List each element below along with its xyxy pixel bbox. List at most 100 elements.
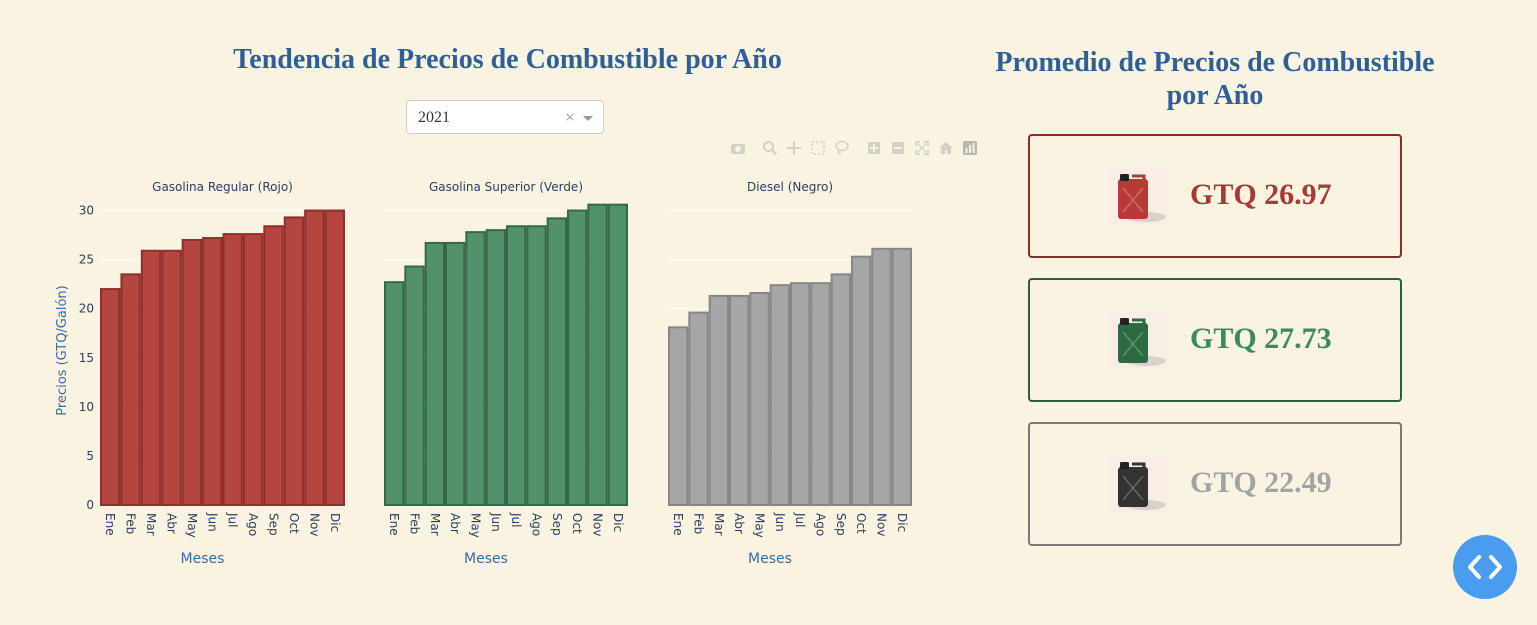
bar[interactable] <box>871 247 892 507</box>
average-price-value: GTQ 22.49 <box>1190 466 1332 499</box>
home-icon[interactable] <box>934 138 958 158</box>
x-tick-label: Oct <box>287 513 301 534</box>
bar[interactable] <box>607 203 629 506</box>
x-tick-label: Jul <box>226 512 240 527</box>
bar[interactable] <box>830 273 852 507</box>
bar[interactable] <box>283 216 305 506</box>
x-tick-label: Jun <box>489 512 503 532</box>
box-select-icon[interactable] <box>806 138 830 158</box>
jerrycan-icon <box>1108 166 1168 226</box>
bar[interactable] <box>304 209 325 507</box>
x-tick-label: Jul <box>793 512 807 527</box>
x-axis-title: Meses <box>464 551 508 567</box>
bar[interactable] <box>384 281 405 506</box>
average-price-value: GTQ 27.73 <box>1190 322 1332 355</box>
bar[interactable] <box>769 284 791 506</box>
code-icon <box>1468 555 1502 579</box>
jerrycan-icon <box>1108 454 1168 514</box>
bar[interactable] <box>810 282 831 506</box>
lasso-icon[interactable] <box>830 138 854 158</box>
x-tick-label: Sep <box>550 513 564 536</box>
bar[interactable] <box>546 217 568 506</box>
zoom-in-icon[interactable] <box>862 138 886 158</box>
bar[interactable] <box>708 294 730 506</box>
year-dropdown-value: 2021 <box>418 109 450 126</box>
plotly-logo-icon[interactable] <box>958 138 982 158</box>
bar[interactable] <box>506 225 527 506</box>
y-tick-label: 30 <box>79 204 94 218</box>
y-tick-label: 25 <box>79 253 94 267</box>
chevron-down-icon[interactable] <box>583 116 593 121</box>
x-tick-label: Ene <box>671 513 685 536</box>
code-toggle-button[interactable] <box>1453 535 1517 599</box>
bar[interactable] <box>790 282 811 506</box>
x-tick-label: May <box>753 513 767 538</box>
x-tick-label: Ene <box>103 513 117 536</box>
zoom-icon[interactable] <box>758 138 782 158</box>
x-tick-label: Mar <box>712 513 726 536</box>
bar[interactable] <box>202 237 223 506</box>
bar[interactable] <box>567 209 588 507</box>
bar[interactable] <box>729 294 750 506</box>
x-tick-label: Ago <box>246 513 260 536</box>
bar[interactable] <box>222 233 243 506</box>
bar[interactable] <box>181 238 203 506</box>
clear-icon[interactable]: × <box>564 107 575 127</box>
year-dropdown[interactable]: 2021 × <box>406 100 604 134</box>
bar[interactable] <box>140 249 162 506</box>
panel-title: Gasolina Superior (Verde) <box>429 180 583 194</box>
camera-icon[interactable] <box>726 138 750 158</box>
bar[interactable] <box>526 225 547 506</box>
x-tick-label: Nov <box>591 513 605 536</box>
x-tick-label: Mar <box>144 513 158 536</box>
x-tick-label: Ene <box>387 513 401 536</box>
bar[interactable] <box>404 265 425 506</box>
x-tick-label: Oct <box>570 513 584 534</box>
zoom-out-icon[interactable] <box>886 138 910 158</box>
bar[interactable] <box>465 231 486 507</box>
x-tick-label: Feb <box>408 513 422 534</box>
y-tick-label: 20 <box>79 302 94 316</box>
x-tick-label: Mar <box>428 513 442 536</box>
x-axis-title: Meses <box>181 551 225 567</box>
x-tick-label: Dic <box>611 513 625 532</box>
average-price-value: GTQ 26.97 <box>1190 178 1332 211</box>
y-axis-title: Precios (GTQ/Galón) <box>55 285 70 415</box>
bar[interactable] <box>688 311 709 507</box>
x-tick-label: Nov <box>875 513 889 536</box>
x-tick-label: Feb <box>692 513 706 534</box>
chart-title: Tendencia de Precios de Combustible por … <box>233 44 782 75</box>
fuel-price-chart: 0 5 10 15 20 25 30 Precios (GTQ/Galón) Gasolina … <box>55 180 913 567</box>
x-tick-label: Abr <box>448 513 462 534</box>
x-tick-label: Abr <box>732 513 746 534</box>
pan-icon[interactable] <box>782 138 806 158</box>
x-tick-label: Dic <box>895 513 909 532</box>
bar[interactable] <box>263 225 284 506</box>
bar[interactable] <box>749 291 770 507</box>
bar[interactable] <box>445 241 466 506</box>
bar[interactable] <box>242 233 264 506</box>
bar[interactable] <box>891 247 913 507</box>
chart-modebar <box>726 138 982 158</box>
bar[interactable] <box>668 326 689 507</box>
x-tick-label: Sep <box>267 513 281 536</box>
y-tick-label: 5 <box>86 449 94 463</box>
x-tick-label: Dic <box>328 513 342 532</box>
panel-title: Diesel (Negro) <box>747 180 833 194</box>
bar[interactable] <box>851 255 872 506</box>
bar[interactable] <box>424 241 445 506</box>
bar[interactable] <box>324 209 346 507</box>
panel-title: Gasolina Regular (Rojo) <box>152 180 293 194</box>
x-tick-label: Feb <box>124 513 138 534</box>
bar[interactable] <box>120 273 141 507</box>
bar[interactable] <box>100 288 121 506</box>
y-tick-label: 0 <box>86 498 94 512</box>
x-tick-label: Jun <box>205 512 219 532</box>
bar[interactable] <box>587 203 608 506</box>
y-tick-label: 15 <box>79 351 94 365</box>
y-tick-label: 10 <box>79 400 94 414</box>
bar[interactable] <box>485 229 506 507</box>
autoscale-icon[interactable] <box>910 138 934 158</box>
average-title: Promedio de Precios de Combustible por A… <box>995 47 1435 111</box>
bar[interactable] <box>161 249 182 506</box>
